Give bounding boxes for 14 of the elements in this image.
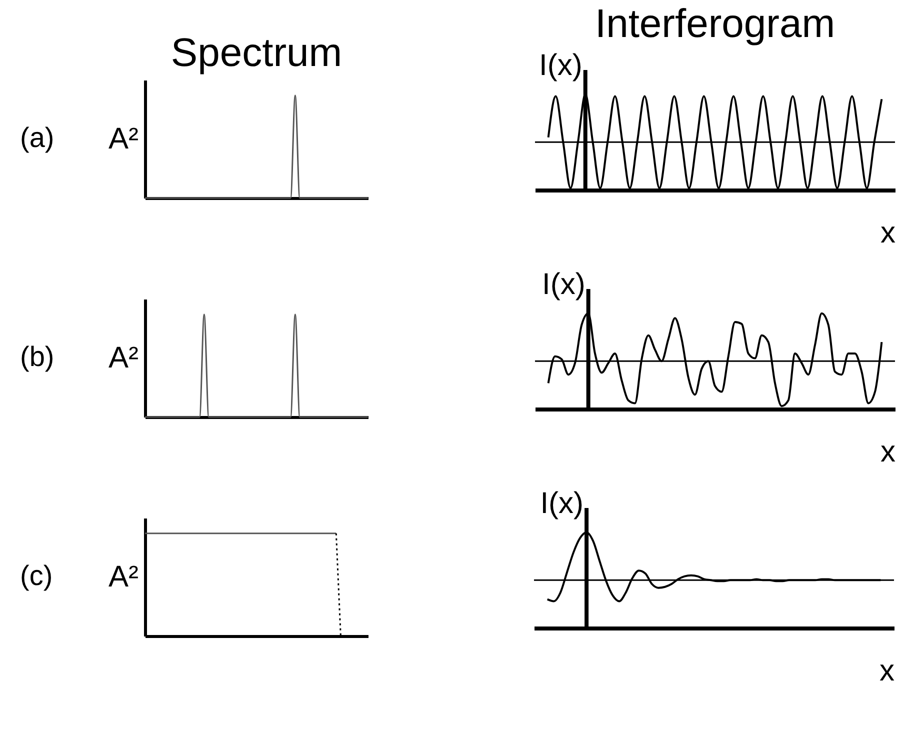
- y-axis-title: A²: [108, 122, 139, 156]
- y-axis-title: I(x): [539, 49, 582, 82]
- chart-title: Spectrum: [170, 31, 342, 75]
- text: (c): [20, 560, 53, 591]
- y-axis-title: I(x): [542, 268, 586, 301]
- text: (a): [20, 122, 54, 153]
- y-axis-title: I(x): [540, 487, 584, 520]
- y-axis-title: A²: [108, 342, 139, 374]
- x-axis-title: x: [880, 216, 896, 250]
- chart-title: Interferogram: [594, 2, 836, 46]
- x-axis-title: x: [880, 654, 894, 688]
- x-axis-title: x: [880, 436, 896, 468]
- y-axis-title: A²: [108, 560, 139, 594]
- text: (b): [20, 341, 54, 372]
